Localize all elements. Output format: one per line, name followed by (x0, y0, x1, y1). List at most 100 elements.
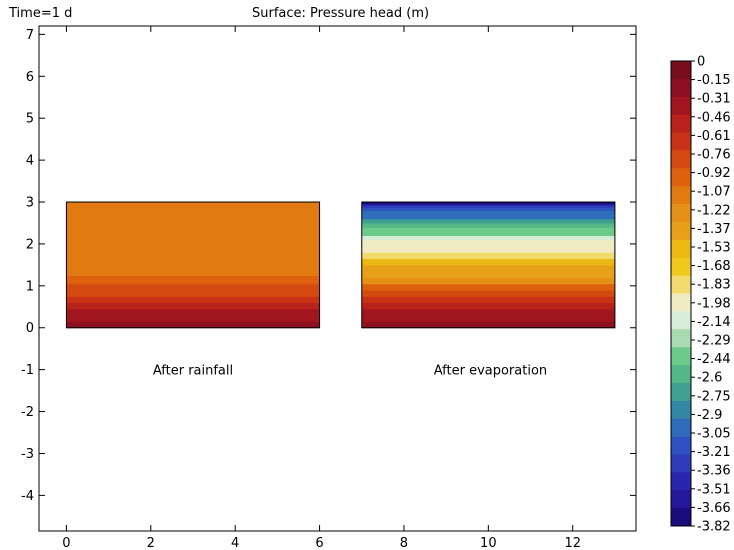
y-tick-label: 2 (26, 237, 34, 252)
contour-band (361, 214, 615, 220)
colorbar-label: -1.22 (697, 203, 731, 218)
contour-band (66, 254, 320, 276)
colorbar-swatch (671, 78, 691, 98)
x-tick-label: 12 (564, 536, 581, 550)
colorbar-label: -1.37 (697, 222, 731, 237)
contour-band (66, 283, 320, 291)
contour-band (66, 315, 320, 322)
colorbar-label: -0.46 (697, 110, 731, 125)
contour-band (66, 296, 320, 304)
panel-annotation: After rainfall (153, 364, 233, 379)
colorbar-swatch (671, 365, 691, 384)
contour-band (66, 202, 320, 255)
colorbar-label: -3.36 (697, 464, 731, 479)
colorbar-label: -2.75 (697, 389, 731, 404)
surface-panel (65, 201, 321, 329)
colorbar: 0 -0.15 -0.31 -0.46 -0.61 -0.76 -0.92 -1.07 -1.2… (670, 55, 731, 535)
contour-band (361, 302, 615, 310)
colorbar-label: -0.92 (697, 166, 731, 181)
contour-band (361, 231, 615, 237)
colorbar-swatch (671, 382, 691, 402)
colorbar-label: -2.44 (697, 352, 731, 367)
contour-band (66, 302, 320, 310)
contour-band (361, 218, 615, 224)
colorbar-swatch (671, 132, 691, 151)
y-tick-label: 6 (26, 70, 34, 85)
contour-band (361, 283, 615, 291)
panel-outline (361, 201, 616, 329)
colorbar-label: -1.98 (697, 296, 731, 311)
colorbar-label: -1.83 (697, 278, 731, 293)
contour-band (361, 222, 615, 228)
colorbar-label: -3.21 (697, 445, 731, 460)
y-tick-label: -1 (21, 363, 34, 378)
y-tick-label: -3 (21, 447, 34, 462)
colorbar-label: -2.29 (697, 334, 731, 349)
contour-band (361, 271, 615, 278)
colorbar-swatch (671, 329, 691, 348)
colorbar-swatch (671, 221, 691, 241)
colorbar-label: -0.76 (697, 148, 731, 163)
colorbar-label: -0.61 (697, 129, 731, 144)
y-tick-label: 7 (26, 28, 34, 43)
colorbar-label: -3.82 (697, 520, 731, 535)
contour-band (361, 321, 615, 329)
colorbar-swatch (671, 347, 691, 366)
x-tick-label: 4 (231, 536, 239, 550)
colorbar-swatch (671, 490, 691, 509)
y-tick-label: -2 (21, 405, 34, 420)
colorbar-swatch (671, 61, 691, 80)
contour-band (361, 202, 615, 204)
colorbar-swatch (671, 150, 691, 169)
colorbar-label: 0 (697, 55, 705, 70)
colorbar-swatch (671, 508, 691, 527)
contour-band (361, 290, 615, 297)
colorbar-swatch (671, 168, 691, 187)
y-tick-label: 1 (26, 279, 34, 294)
time-label: Time=1 d (9, 6, 73, 21)
contour-band (361, 207, 615, 211)
y-tick-label: 3 (26, 196, 34, 211)
colorbar-label: -2.14 (697, 315, 731, 330)
colorbar-swatch (671, 96, 691, 116)
panel-annotation: After evaporation (434, 364, 547, 379)
colorbar-swatch (671, 257, 691, 277)
plot-title: Surface: Pressure head (m) (252, 6, 430, 21)
contour-band (361, 277, 615, 285)
contour-band (361, 252, 615, 260)
colorbar-swatch (671, 275, 691, 294)
colorbar-frame (670, 60, 692, 527)
colorbar-swatch (671, 454, 691, 473)
axes-frame (38, 25, 637, 532)
contour-band (361, 239, 615, 247)
contour-band (361, 246, 615, 253)
colorbar-swatch (671, 311, 691, 330)
contour-band (361, 203, 615, 206)
contour-band (361, 264, 615, 272)
y-tick-label: -4 (21, 489, 34, 504)
contour-band (361, 296, 615, 304)
colorbar-label: -1.68 (697, 259, 731, 274)
colorbar-label: -3.05 (697, 427, 731, 442)
colorbar-swatch (671, 400, 691, 420)
x-tick-label: 8 (400, 536, 408, 550)
colorbar-swatch (671, 186, 691, 205)
colorbar-swatch (671, 472, 691, 491)
contour-band (66, 290, 320, 297)
contour-band (66, 308, 320, 316)
colorbar-swatch (671, 418, 691, 438)
surface-panel (361, 201, 616, 329)
colorbar-swatch (671, 114, 691, 134)
colorbar-label: -2.6 (697, 371, 722, 386)
x-tick-label: 2 (147, 536, 155, 550)
contour-band (361, 235, 615, 241)
panel-annotations: After rainfall After evaporation (153, 364, 547, 379)
y-tick-label: 5 (26, 112, 34, 127)
surface-panels (65, 201, 616, 329)
colorbar-swatch (671, 239, 691, 259)
colorbar-label: -1.53 (697, 241, 731, 256)
colorbar-swatch (671, 204, 691, 223)
colorbar-label: -1.07 (697, 185, 731, 200)
y-tick-label: 4 (26, 154, 34, 169)
